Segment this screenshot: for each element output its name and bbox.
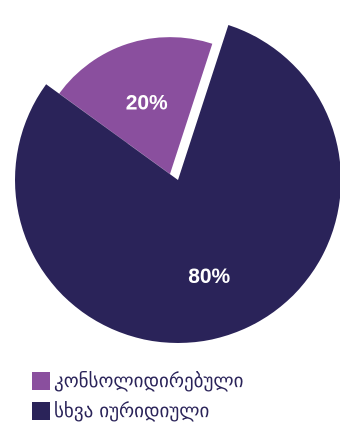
- legend-item-other-legal: სხვა იურიდიული: [32, 396, 243, 426]
- pie-chart: 20% 80%: [15, 24, 340, 343]
- legend: კონსოლიდირებული სხვა იურიდიული: [32, 366, 243, 426]
- legend-item-consolidated: კონსოლიდირებული: [32, 366, 243, 396]
- legend-label-consolidated: კონსოლიდირებული: [54, 370, 244, 392]
- legend-label-other-legal: სხვა იურიდიული: [54, 400, 210, 422]
- pie-slice-consolidated: [59, 37, 213, 174]
- pie-label-other-legal: 80%: [188, 265, 230, 288]
- legend-swatch-consolidated: [32, 372, 50, 390]
- legend-swatch-other-legal: [32, 402, 50, 420]
- pie-label-consolidated: 20%: [126, 91, 168, 114]
- pie-slice-other-legal: [15, 24, 340, 343]
